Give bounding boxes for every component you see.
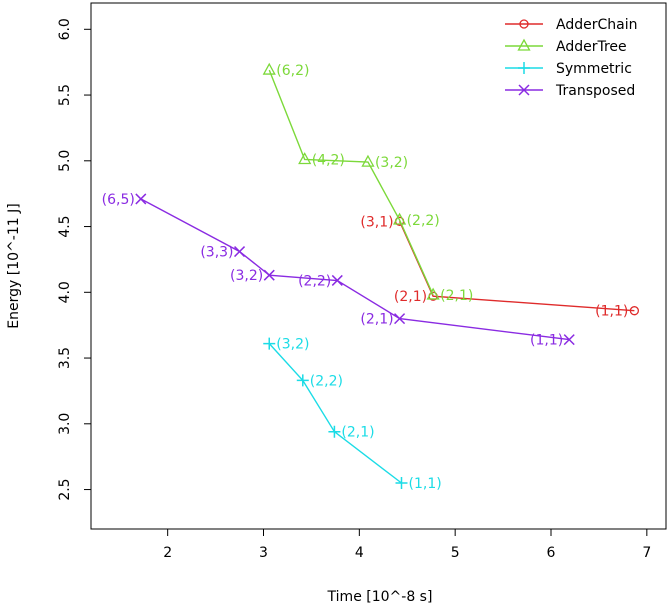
point-label: (3,1) <box>360 214 393 230</box>
x-axis: 2 3 4 5 6 7 <box>163 529 651 561</box>
legend-item-adderchain: AdderChain <box>505 17 637 33</box>
data-point <box>298 152 312 165</box>
point-label: (2,1) <box>341 425 374 441</box>
data-point <box>263 269 275 281</box>
data-point <box>394 313 406 325</box>
legend-marker <box>518 62 530 74</box>
point-label: (3,2) <box>276 337 309 353</box>
legend-marker <box>518 84 530 96</box>
series-line <box>268 343 402 484</box>
x-axis-title: Time [10^-8 s] <box>327 589 433 605</box>
point-label: (2,1) <box>360 312 393 328</box>
point-label: (2,1) <box>394 289 427 305</box>
point-label: (2,1) <box>440 288 473 304</box>
data-point <box>392 212 407 225</box>
series-line <box>140 198 570 341</box>
legend-marker <box>519 19 529 29</box>
point-label: (2,2) <box>407 213 440 229</box>
y-tick-label: 6.0 <box>57 18 73 40</box>
series-adderchain: (1,1) (2,1) (3,1) <box>360 214 640 320</box>
data-point <box>563 334 575 346</box>
y-axis: 2.5 3.0 3.5 4.0 4.5 5.0 5.5 6.0 <box>57 18 91 501</box>
point-label: (3,2) <box>230 268 263 284</box>
y-axis-title: Energy [10^-11 J] <box>6 203 22 328</box>
legend-marker <box>517 38 531 51</box>
x-tick-label: 5 <box>451 545 460 561</box>
legend-label: Symmetric <box>556 61 632 77</box>
legend-item-symmetric: Symmetric <box>505 61 632 77</box>
x-tick-label: 6 <box>547 545 556 561</box>
y-tick-label: 3.0 <box>57 413 73 435</box>
y-tick-label: 3.5 <box>57 347 73 369</box>
x-tick-label: 3 <box>259 545 268 561</box>
point-label: (6,2) <box>276 63 309 79</box>
data-point <box>296 374 309 387</box>
series-symmetric: (3,2) (2,2) (2,1) (1,1) <box>263 337 442 492</box>
point-label: (4,2) <box>312 152 345 168</box>
y-tick-label: 2.5 <box>57 478 73 500</box>
data-point <box>629 306 640 316</box>
legend-label: AdderTree <box>556 39 627 55</box>
data-point <box>262 62 276 75</box>
legend-label: AdderChain <box>556 17 637 33</box>
series-transposed: (6,5) (3,3) (3,2) (2,2) (2,1) (1,1) <box>102 192 575 349</box>
data-point <box>263 337 276 350</box>
data-point <box>328 425 341 438</box>
point-label: (3,2) <box>375 155 408 171</box>
legend-item-addertree: AdderTree <box>505 38 627 55</box>
point-label: (2,2) <box>298 273 331 289</box>
legend-label: Transposed <box>555 83 635 99</box>
series-addertree: (6,2) (4,2) (3,2) (2,2) (2,1) <box>262 62 473 304</box>
series-line <box>398 221 635 312</box>
point-label: (2,2) <box>310 373 343 389</box>
series-line <box>268 69 434 296</box>
legend: AdderChain AdderTree Symmetric Transposed <box>505 17 637 99</box>
x-tick-label: 7 <box>642 545 651 561</box>
x-tick-label: 4 <box>355 545 364 561</box>
point-label: (6,5) <box>102 192 135 208</box>
y-tick-label: 5.0 <box>57 150 73 172</box>
x-tick-label: 2 <box>163 545 172 561</box>
data-point <box>234 246 246 258</box>
point-label: (3,3) <box>200 245 233 261</box>
series-layer: (1,1) (2,1) (3,1) (6,2) (4,2) (3,2) (2,2) (2,1)… <box>102 62 640 492</box>
y-tick-label: 4.0 <box>57 281 73 303</box>
point-label: (1,1) <box>409 476 442 492</box>
data-point <box>395 476 408 489</box>
legend-item-transposed: Transposed <box>505 83 635 99</box>
y-tick-label: 5.5 <box>57 84 73 106</box>
data-point <box>361 154 375 167</box>
point-label: (1,1) <box>595 304 628 320</box>
data-point <box>331 274 343 286</box>
data-point <box>426 287 440 300</box>
point-label: (1,1) <box>530 333 563 349</box>
plot-frame <box>90 2 667 530</box>
data-point <box>135 193 147 205</box>
y-tick-label: 4.5 <box>57 215 73 237</box>
